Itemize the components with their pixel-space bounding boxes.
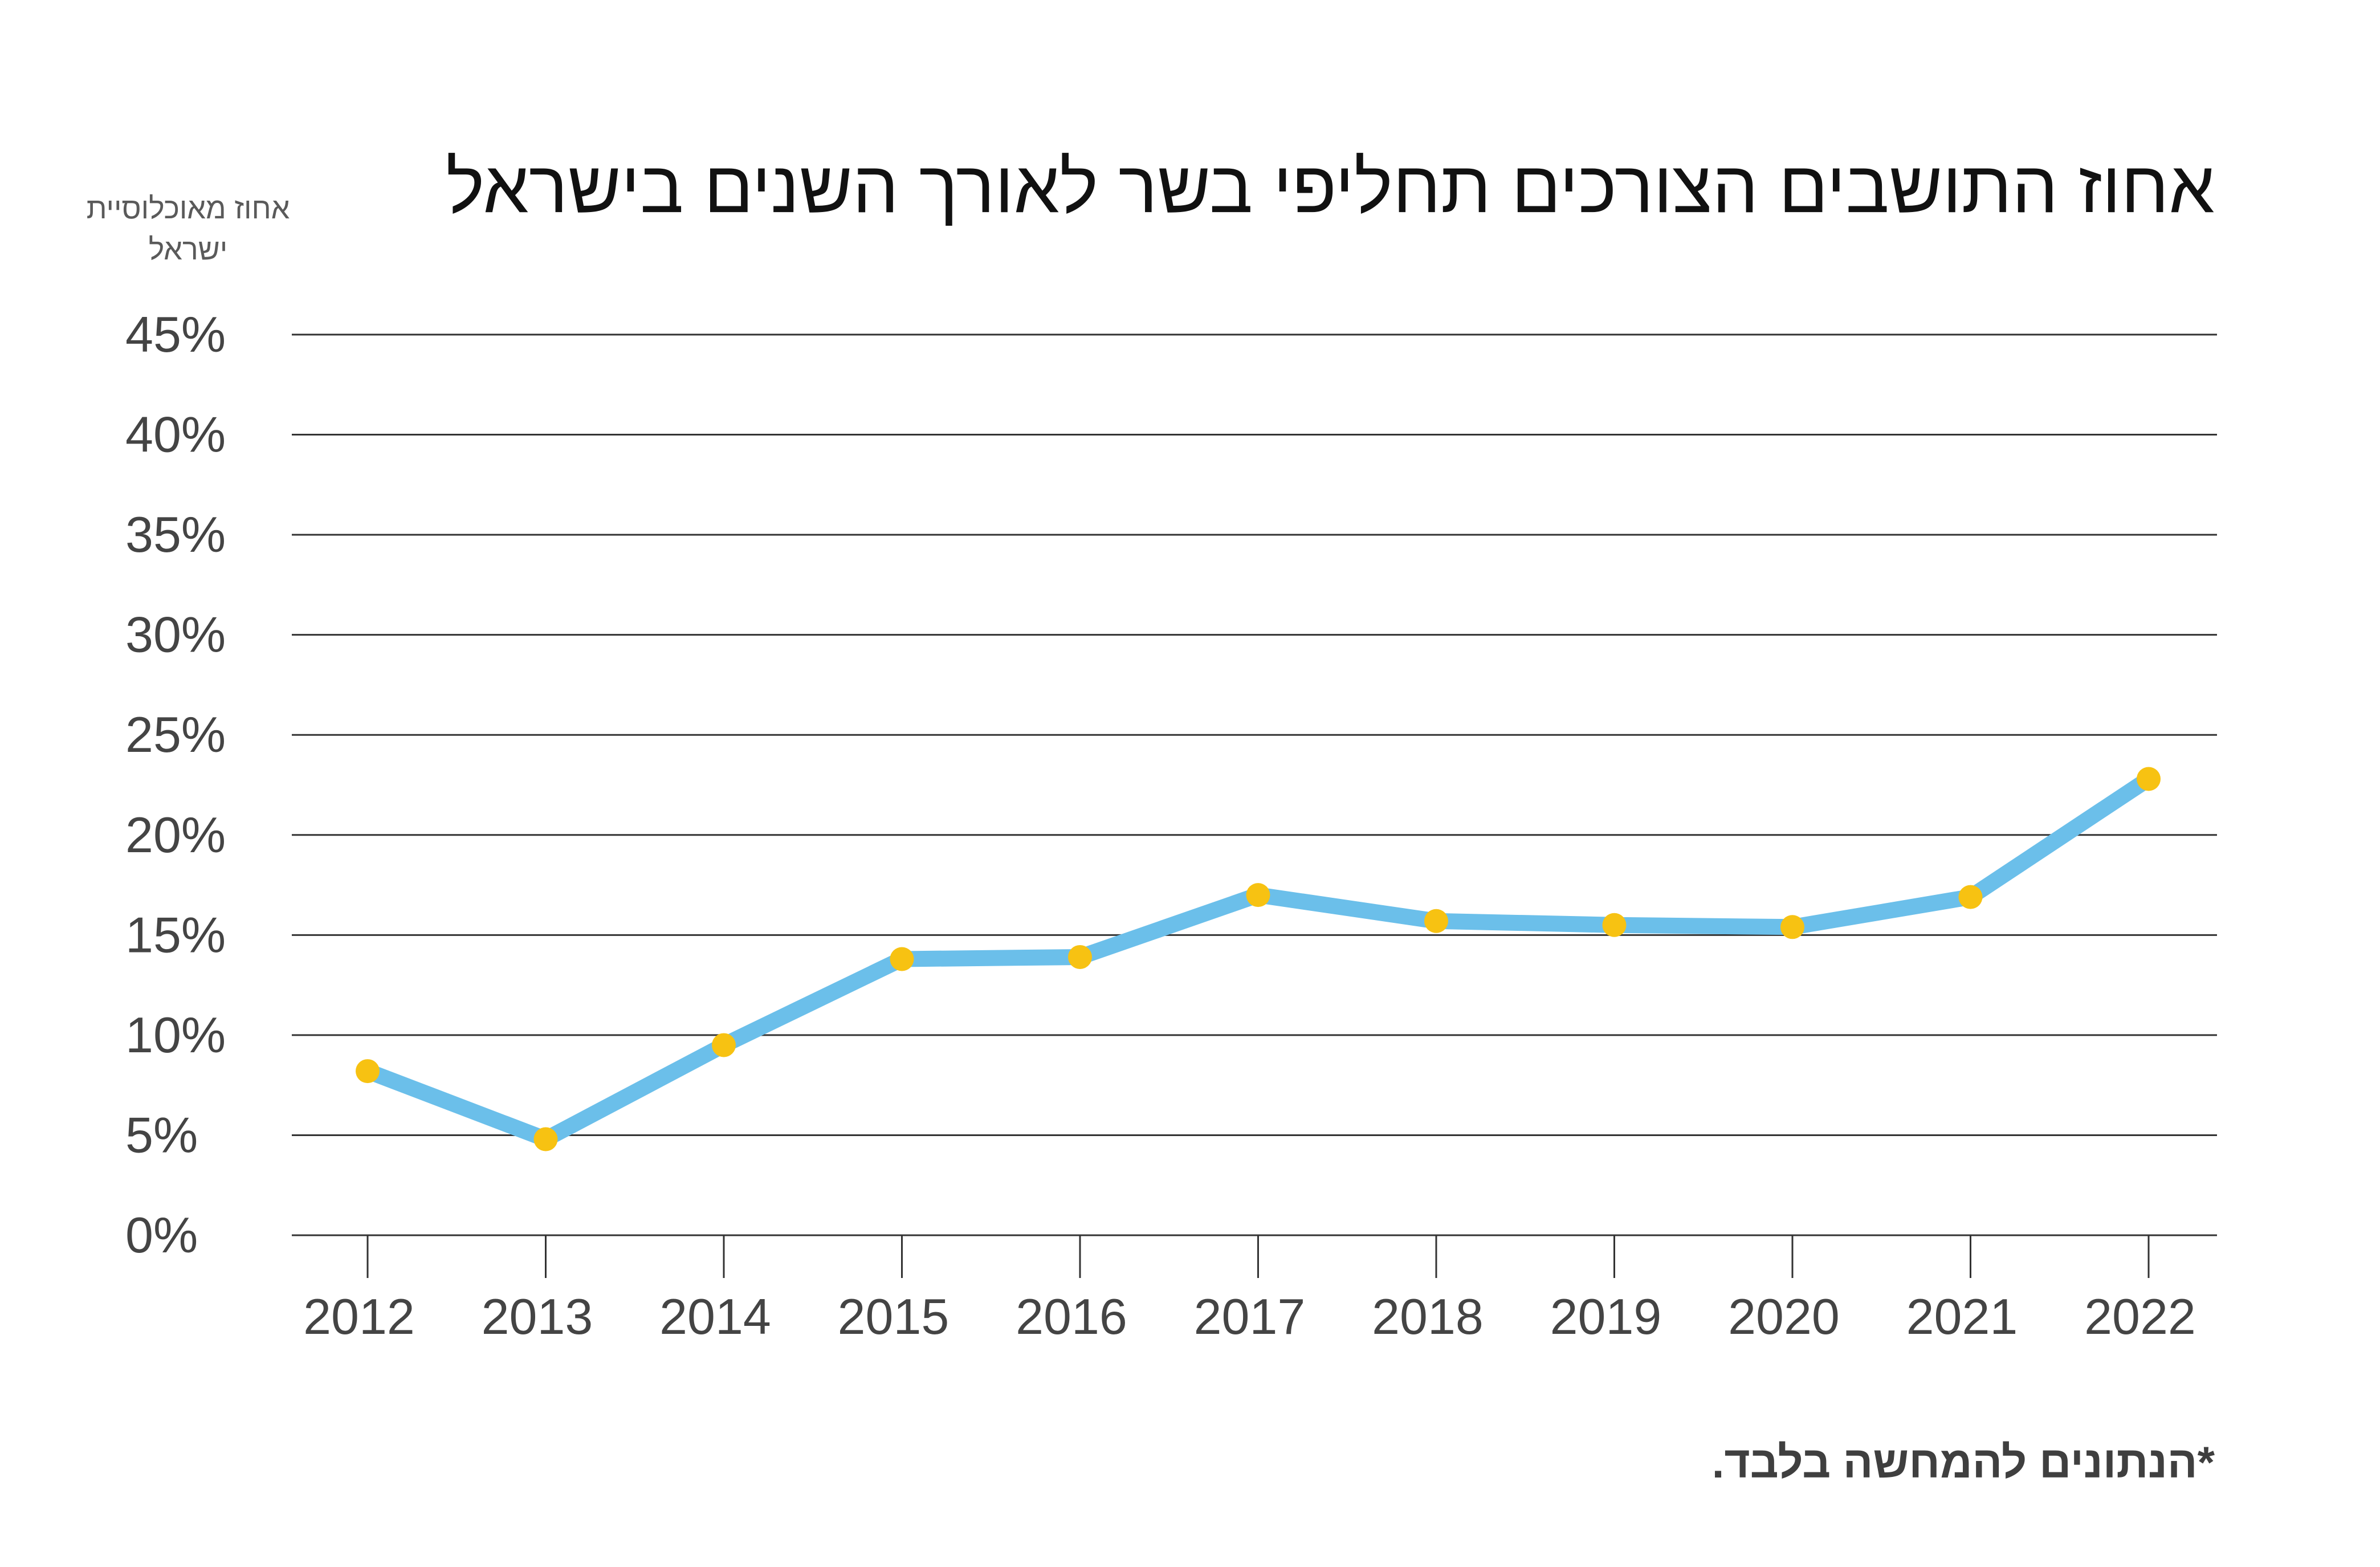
x-tick-labels: 2012 2013 2014 2015 2016 2017 2018 2019 2020 2021…: [303, 1288, 2196, 1345]
data-point: [1068, 945, 1092, 969]
y-tick-label: 25%: [125, 706, 226, 763]
data-point: [890, 947, 914, 971]
x-tick-label: 2019: [1550, 1288, 1662, 1345]
x-tick-label: 2012: [303, 1288, 415, 1345]
data-point: [1780, 915, 1804, 939]
data-point: [1424, 909, 1448, 933]
x-tick-marks: [366, 1235, 2150, 1278]
x-tick-label: 2017: [1194, 1288, 1306, 1345]
y-tick-label: 5%: [125, 1106, 198, 1163]
grid-lines: [292, 333, 2217, 1236]
data-point: [1602, 913, 1627, 937]
y-tick-labels: 0% 5% 10% 15% 20% 25% 30% 35% 40% 45%: [125, 306, 226, 1263]
chart-title: אחוז התושבים הצורכים תחליפי בשר לאורך הש…: [446, 146, 2215, 228]
x-tick-label: 2014: [659, 1288, 771, 1345]
footnote: *הנתונים להמחשה בלבד.: [1711, 1437, 2215, 1487]
y-tick-label: 40%: [125, 406, 226, 463]
data-point: [2137, 767, 2161, 791]
data-point: [1246, 883, 1270, 907]
y-tick-label: 45%: [125, 306, 226, 363]
x-tick-label: 2021: [1906, 1288, 2018, 1345]
data-point: [533, 1127, 558, 1151]
data-point: [1958, 885, 1983, 909]
x-tick-label: 2016: [1016, 1288, 1127, 1345]
y-tick-label: 0%: [125, 1207, 198, 1263]
series-line: [360, 771, 2157, 1147]
x-tick-label: 2020: [1728, 1288, 1840, 1345]
y-tick-label: 10%: [125, 1007, 226, 1063]
y-tick-label: 20%: [125, 807, 226, 863]
y-tick-label: 35%: [125, 506, 226, 563]
data-point: [356, 1059, 380, 1084]
y-tick-label: 15%: [125, 906, 226, 963]
x-tick-label: 2015: [838, 1288, 949, 1345]
y-tick-label: 30%: [125, 607, 226, 663]
data-point: [712, 1033, 736, 1057]
x-tick-label: 2018: [1372, 1288, 1484, 1345]
y-axis-label: אחוז מאוכלוסיית ישראל: [86, 192, 290, 266]
x-tick-label: 2022: [2084, 1288, 2196, 1345]
data-points: [356, 767, 2161, 1151]
x-tick-label: 2013: [482, 1288, 593, 1345]
data-series: [360, 771, 2157, 1147]
